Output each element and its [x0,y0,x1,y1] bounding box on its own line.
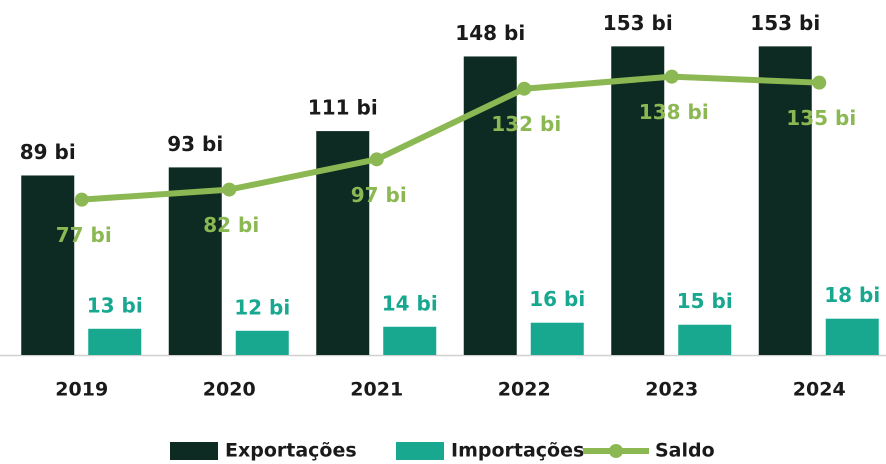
x-tick-label: 2020 [203,379,256,401]
data-label: 16 bi [529,287,585,311]
data-label: 15 bi [677,289,733,313]
legend-marker [609,444,623,458]
data-label: 153 bi [750,11,820,35]
line-point [812,76,826,90]
data-label: 77 bi [56,223,112,247]
data-label: 18 bi [824,283,880,307]
bar [236,331,289,355]
bar [531,323,584,355]
data-label: 93 bi [167,132,223,156]
data-label: 89 bi [20,140,76,164]
data-label: 153 bi [603,11,673,35]
line-point [665,70,679,84]
data-label: 13 bi [87,293,143,317]
data-label: 12 bi [234,295,290,319]
data-label: 148 bi [455,21,525,45]
x-tick-label: 2021 [350,379,403,401]
legend-swatch [396,442,444,460]
bar [464,56,517,355]
bar [88,329,141,355]
legend-label: Saldo [655,440,715,462]
x-tick-label: 2019 [55,379,108,401]
line-point [517,82,531,96]
data-label: 82 bi [203,213,259,237]
bar [678,325,731,355]
legend-label: Exportações [225,440,357,462]
x-tick-label: 2024 [793,379,846,401]
bar [759,46,812,355]
x-tick-label: 2023 [645,379,698,401]
data-label: 138 bi [639,100,709,124]
line-point [222,183,236,197]
bar [611,46,664,355]
bar [826,319,879,355]
data-label: 132 bi [491,112,561,136]
bar [383,327,436,355]
line-point [370,152,384,166]
x-tick-label: 2022 [498,379,551,401]
legend-label: Importações [451,440,584,462]
data-label: 111 bi [308,96,378,120]
line-point [75,193,89,207]
chart: 2019 2020 2021 2022 2023 2024 89 bi 93 bi 111 bi… [0,0,886,464]
data-label: 97 bi [351,183,407,207]
data-label: 14 bi [382,291,438,315]
data-label: 135 bi [786,106,856,130]
bar [21,175,74,355]
legend-swatch [170,442,218,460]
